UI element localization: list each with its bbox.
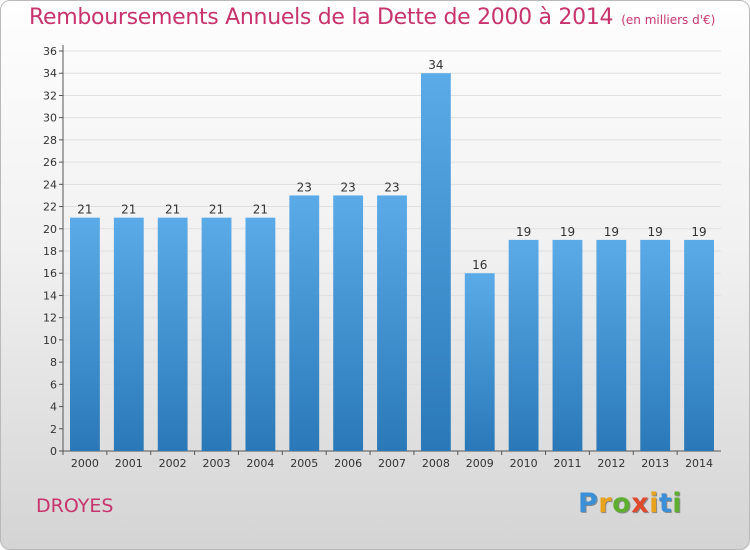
data-label: 23 [340, 180, 355, 194]
data-label: 21 [253, 203, 268, 217]
x-tick-label: 2006 [334, 457, 362, 470]
bar [684, 239, 714, 451]
data-label: 19 [648, 225, 663, 239]
bar [70, 217, 100, 451]
bar [552, 239, 583, 451]
y-tick-label: 36 [43, 45, 57, 58]
y-tick-label: 10 [43, 334, 57, 347]
y-tick-label: 14 [43, 289, 57, 302]
y-tick-label: 34 [43, 67, 57, 80]
data-label: 21 [209, 203, 224, 217]
x-tick-label: 2003 [203, 457, 231, 470]
bar [201, 217, 232, 451]
bar [157, 217, 188, 451]
bar [508, 239, 539, 451]
y-tick-label: 24 [43, 178, 57, 191]
commune-name: DROYES [36, 495, 114, 517]
data-label: 21 [121, 203, 136, 217]
x-tick-label: 2001 [115, 457, 143, 470]
unit-note: (en milliers d'€) [621, 13, 716, 27]
y-tick-label: 32 [43, 89, 57, 102]
x-tick-label: 2011 [553, 457, 581, 470]
y-tick-label: 28 [43, 134, 57, 147]
data-label: 21 [165, 203, 180, 217]
bar [245, 217, 276, 451]
x-tick-label: 2007 [378, 457, 406, 470]
y-tick-label: 2 [50, 423, 57, 436]
bars [70, 73, 714, 451]
bar [333, 195, 364, 451]
y-tick-label: 0 [50, 445, 57, 458]
logo-letter: P [578, 488, 599, 519]
proxiti-logo[interactable]: Proxiti [578, 488, 682, 519]
data-label: 21 [77, 203, 92, 217]
y-tick-label: 22 [43, 201, 57, 214]
data-label: 16 [472, 258, 487, 272]
data-label: 19 [691, 225, 706, 239]
data-label: 34 [428, 58, 443, 72]
bar [289, 195, 320, 451]
y-tick-label: 26 [43, 156, 57, 169]
chart-title: Remboursements Annuels de la Dette de 20… [29, 5, 715, 30]
x-tick-label: 2008 [422, 457, 450, 470]
x-tick-label: 2010 [510, 457, 538, 470]
bar [464, 273, 495, 451]
title-text: Remboursements Annuels de la Dette de 20… [29, 5, 614, 30]
x-tick-label: 2013 [641, 457, 669, 470]
y-tick-label: 6 [50, 378, 57, 391]
bar [640, 239, 671, 451]
logo-letter: i [672, 488, 683, 519]
y-tick-label: 16 [43, 267, 57, 280]
x-tick-label: 2002 [159, 457, 187, 470]
x-tick-label: 2014 [685, 457, 713, 470]
data-label: 19 [604, 225, 619, 239]
x-tick-label: 2004 [246, 457, 274, 470]
logo-letter: x [631, 488, 650, 519]
bar [420, 73, 451, 451]
y-tick-label: 20 [43, 223, 57, 236]
x-tick-label: 2009 [466, 457, 494, 470]
logo-letter: r [598, 488, 613, 519]
y-tick-label: 18 [43, 245, 57, 258]
logo-letter: i [649, 488, 659, 519]
y-tick-label: 4 [50, 401, 57, 414]
x-tick-label: 2005 [290, 457, 318, 470]
data-labels: 21 21 21 21 21 23 23 23 34 16 19 19 19 19 19 [77, 58, 706, 272]
y-tick-label: 8 [50, 356, 57, 369]
y-tick-label: 12 [43, 312, 57, 325]
data-label: 23 [297, 180, 312, 194]
x-tick-label: 2000 [71, 457, 99, 470]
bar [113, 217, 144, 451]
logo-letter: o [612, 488, 632, 519]
data-label: 23 [384, 180, 399, 194]
x-tick-label: 2012 [597, 457, 625, 470]
bar [596, 239, 627, 451]
logo-letter: t [658, 488, 673, 519]
bar [377, 195, 407, 451]
data-label: 19 [560, 225, 575, 239]
data-label: 19 [516, 225, 531, 239]
y-tick-label: 30 [43, 112, 57, 125]
